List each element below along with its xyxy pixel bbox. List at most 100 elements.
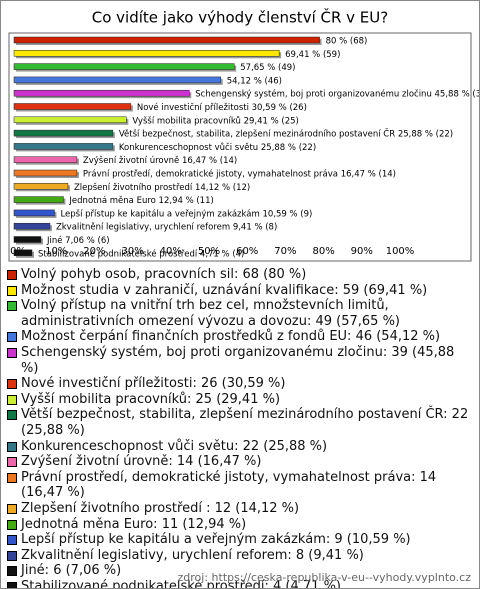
- x-tick-label: 100%: [386, 246, 415, 257]
- legend-item: Jednotná měna Euro: 11 (12,94 %): [7, 517, 473, 533]
- value-label: Konkurenceschopnost vůči světu 25,88 % (…: [119, 142, 316, 153]
- value-label: Nové investiční příležitosti 30,59 % (26…: [137, 102, 307, 113]
- legend-label: Volný přístup na vnitřní trh bez cel, mn…: [21, 298, 400, 329]
- x-tick-label: 70%: [274, 246, 296, 257]
- legend-swatch: [7, 535, 17, 546]
- legend-label: Jiné: 6 (7,06 %): [21, 563, 122, 579]
- legend-label: Jednotná měna Euro: 11 (12,94 %): [21, 516, 247, 532]
- bar: [13, 209, 55, 217]
- legend-item: Možnost studia v zahraničí, uznávání kva…: [7, 283, 473, 299]
- value-label: 69,41 % (59): [285, 50, 340, 60]
- legend-label: Větší bezpečnost, stabilita, zlepšení me…: [21, 407, 469, 438]
- legend-item: Stabilizované podnikatelské prostředí: 4…: [7, 578, 473, 589]
- value-label: Větší bezpečnost, stabilita, zlepšení me…: [119, 128, 453, 140]
- bar: [13, 169, 78, 177]
- value-label: Jiné 7,06 % (6): [46, 235, 110, 246]
- legend-item: Volný přístup na vnitřní trh bez cel, mn…: [7, 298, 473, 329]
- legend-swatch: [7, 457, 17, 468]
- bar: [13, 63, 235, 70]
- source: zdroj: https://ceska-republika-v-eu--vyh…: [177, 571, 471, 584]
- legend-item: Konkurenceschopnost vůči světu: 22 (25,8…: [7, 439, 473, 455]
- value-label: Jednotná měna Euro 12,94 % (11): [68, 196, 213, 206]
- bar: [13, 129, 114, 137]
- legend-label: Schengenský systém, boj proti organizova…: [21, 344, 455, 376]
- legend-item: Zvýšení životní úrovně: 14 (16,47 %): [7, 454, 473, 470]
- legend-item: Větší bezpečnost, stabilita, zlepšení me…: [7, 407, 473, 438]
- bar: [13, 103, 132, 110]
- legend-swatch: [7, 566, 17, 577]
- x-tick-label: 80%: [312, 246, 334, 257]
- legend-item: Zlepšení životního prostředí : 12 (14,12…: [7, 501, 473, 517]
- legend-swatch: [7, 301, 17, 312]
- legend-label: Zkvalitnění legislativy, urychlení refor…: [21, 547, 364, 563]
- legend-label: Stabilizované podnikatelské prostředí: 4…: [21, 578, 342, 589]
- legend-swatch: [7, 270, 17, 280]
- x-tick-label: 30%: [121, 246, 143, 257]
- bar: [13, 249, 33, 257]
- value-label: Právní prostředí, demokratické jistoty, …: [83, 169, 396, 180]
- plot-frame: [8, 32, 472, 262]
- legend-swatch: [7, 347, 17, 358]
- legend-item: Lepší přístup ke kapitálu a veřejným zak…: [7, 532, 473, 548]
- value-label: 54,12 % (46): [227, 76, 282, 86]
- legend-label: Zlepšení životního prostředí : 12 (14,12…: [21, 500, 300, 516]
- bar: [13, 143, 114, 150]
- chart-title: Co vidíte jako výhody členství ČR v EU?: [92, 8, 388, 27]
- bar: [13, 156, 78, 163]
- value-label: Lepší přístup ke kapitálu a veřejným zak…: [60, 208, 312, 219]
- x-tick-label: 20%: [83, 246, 105, 257]
- legend-label: Nové investiční příležitosti: 26 (30,59 …: [21, 376, 286, 392]
- value-label: 80 % (68): [326, 37, 368, 47]
- x-tick-label: 40%: [160, 246, 182, 257]
- legend-swatch: [7, 519, 17, 530]
- legend-swatch: [7, 550, 17, 561]
- legend: Volný pohyb osob, pracovních sil: 68 (80…: [7, 267, 473, 589]
- legend-swatch: [7, 581, 17, 588]
- legend-label: Právní prostředí, demokratické jistoty, …: [21, 469, 437, 501]
- legend-item: Jiné: 6 (7,06 %): [7, 563, 473, 579]
- bar: [13, 116, 127, 124]
- bar: [13, 89, 190, 97]
- legend-swatch: [7, 394, 17, 405]
- legend-swatch: [7, 379, 17, 390]
- legend-item: Právní prostředí, demokratické jistoty, …: [7, 470, 473, 501]
- legend-swatch: [7, 503, 17, 514]
- value-label: Stabilizované podnikatelské prostředí 4,…: [38, 248, 244, 259]
- value-label: Zlepšení životního prostředí 14,12 % (12…: [74, 182, 250, 193]
- legend-swatch: [7, 472, 17, 483]
- bar: [13, 183, 69, 190]
- bar: [13, 196, 64, 203]
- bar: [13, 36, 320, 44]
- legend-label: Vyšší mobilita pracovníků: 25 (29,41 %): [21, 391, 281, 407]
- value-label: Zvýšení životní úrovně 16,47 % (14): [83, 155, 237, 166]
- legend-label: Zvýšení životní úrovně: 14 (16,47 %): [21, 454, 262, 470]
- legend-item: Nové investiční příležitosti: 26 (30,59 …: [7, 376, 473, 392]
- bar: [13, 76, 221, 84]
- legend-swatch: [7, 441, 17, 452]
- bar: [13, 50, 280, 57]
- x-tick-label: 10%: [45, 246, 67, 257]
- x-tick-label: 50%: [198, 246, 220, 257]
- legend-label: Lepší přístup ke kapitálu a veřejným zak…: [21, 532, 411, 548]
- value-label: 57,65 % (49): [240, 63, 295, 73]
- legend-item: Možnost čerpání finančních prostředků z …: [7, 329, 473, 345]
- value-label: Zkvalitnění legislativy, urychlení refor…: [56, 223, 277, 233]
- value-label: Vyšší mobilita pracovníků 29,41 % (25): [132, 115, 299, 126]
- legend-swatch: [7, 410, 17, 421]
- legend-label: Volný pohyb osob, pracovních sil: 68 (80…: [21, 267, 307, 282]
- legend-item: Schengenský systém, boj proti organizova…: [7, 345, 473, 376]
- value-label: Schengenský systém, boj proti organizova…: [195, 89, 479, 100]
- legend-label: Konkurenceschopnost vůči světu: 22 (25,8…: [21, 438, 328, 454]
- chart: Co vidíte jako výhody členství ČR v EU? …: [8, 8, 479, 262]
- legend-swatch: [7, 332, 17, 343]
- x-tick-label: 60%: [236, 246, 258, 257]
- legend-label: Možnost čerpání finančních prostředků z …: [21, 329, 441, 345]
- bar: [13, 236, 42, 243]
- x-tick-label: 90%: [351, 246, 373, 257]
- bar: [13, 222, 51, 230]
- legend-label: Možnost studia v zahraničí, uznávání kva…: [21, 282, 428, 298]
- legend-swatch: [7, 285, 17, 296]
- legend-item: Vyšší mobilita pracovníků: 25 (29,41 %): [7, 392, 473, 408]
- legend-item: Volný pohyb osob, pracovních sil: 68 (80…: [7, 267, 473, 283]
